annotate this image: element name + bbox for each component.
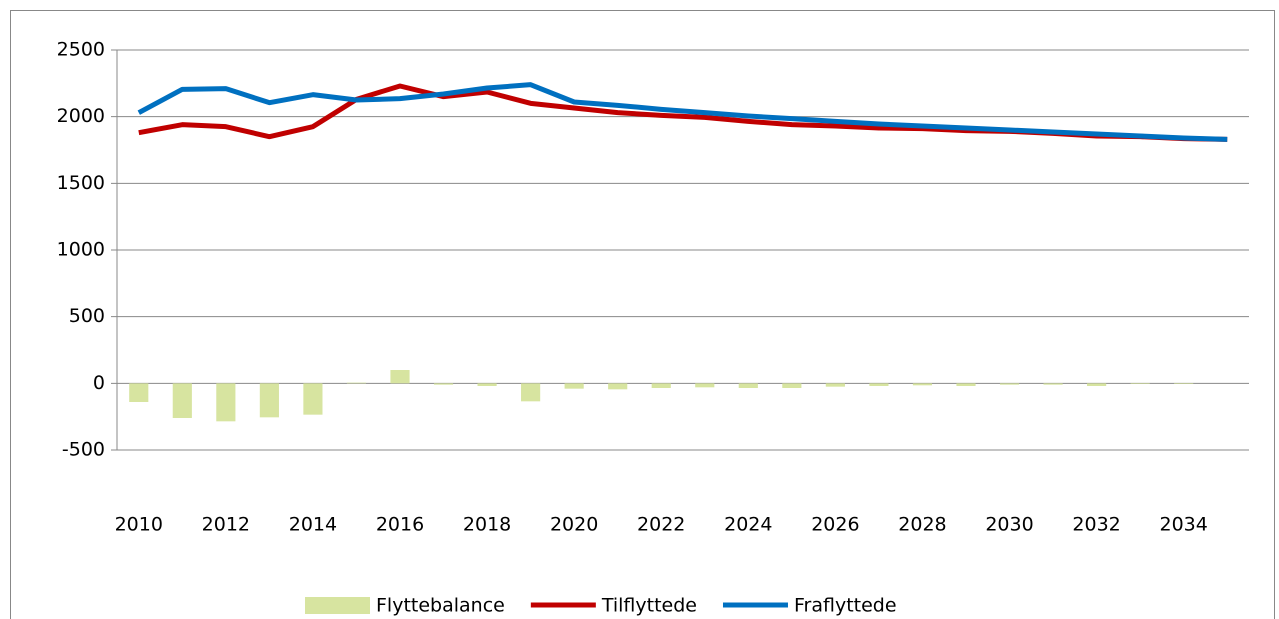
bar	[825, 383, 845, 387]
bar	[738, 383, 758, 388]
bar	[869, 383, 889, 386]
x-tick-label: 2030	[985, 514, 1033, 536]
bar	[477, 383, 497, 386]
bar	[216, 383, 236, 422]
bar	[303, 383, 323, 415]
y-tick-label: 2500	[57, 39, 105, 61]
bar	[956, 383, 976, 386]
bar	[129, 383, 149, 402]
x-tick-label: 2024	[724, 514, 772, 536]
x-tick-label: 2016	[376, 514, 424, 536]
bar	[1130, 383, 1150, 384]
bar	[912, 383, 933, 386]
bar	[259, 383, 279, 418]
bar	[346, 382, 367, 384]
line	[137, 82, 1228, 142]
y-tick-label: 1500	[57, 172, 105, 194]
x-tick-label: 2014	[289, 514, 337, 536]
bar	[390, 370, 410, 384]
bar	[1087, 383, 1107, 386]
bar	[521, 383, 541, 402]
legend-label: Flyttebalance	[376, 595, 505, 617]
x-tick-label: 2026	[811, 514, 859, 536]
y-tick-label: 500	[69, 305, 105, 327]
y-tick-label: 0	[93, 372, 105, 394]
bar	[608, 383, 628, 390]
legend-swatch	[305, 597, 370, 614]
bar	[651, 383, 671, 388]
bar	[1043, 383, 1063, 385]
x-tick-label: 2010	[115, 514, 163, 536]
x-tick-label: 2018	[463, 514, 511, 536]
x-tick-label: 2028	[898, 514, 946, 536]
bar	[172, 383, 192, 418]
bar	[999, 383, 1020, 385]
x-tick-label: 2012	[202, 514, 250, 536]
legend-label: Fraflyttede	[794, 595, 897, 617]
bar	[1174, 383, 1194, 384]
y-tick-label: 2000	[57, 105, 105, 127]
bar	[433, 383, 454, 385]
bar	[564, 383, 584, 389]
y-tick-label: 1000	[57, 239, 105, 261]
x-tick-label: 2032	[1072, 514, 1120, 536]
x-tick-label: 2022	[637, 514, 685, 536]
legend-label: Tilflyttede	[601, 595, 697, 617]
bar	[695, 383, 715, 388]
y-tick-label: -500	[62, 439, 105, 461]
x-tick-label: 2020	[550, 514, 598, 536]
chart-border	[10, 10, 1275, 619]
x-tick-label: 2034	[1160, 514, 1208, 536]
bar	[782, 383, 802, 388]
